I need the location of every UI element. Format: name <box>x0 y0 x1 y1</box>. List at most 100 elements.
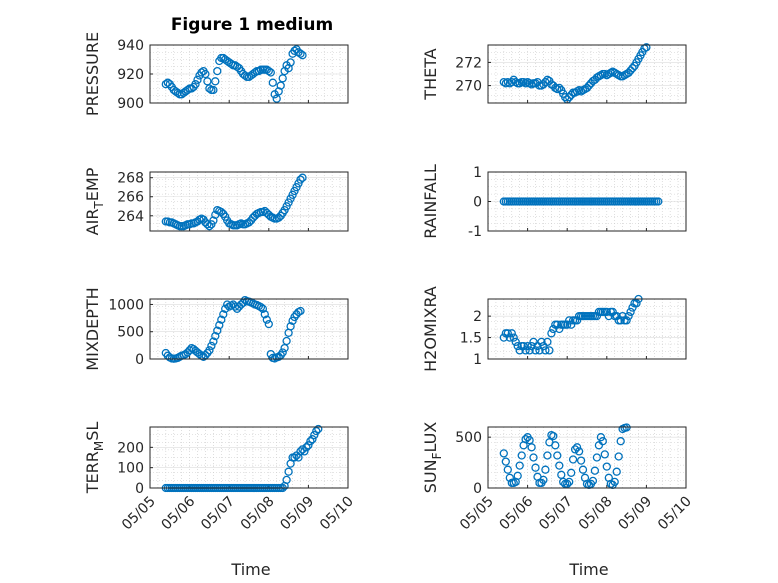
data-point <box>537 337 546 347</box>
data-point <box>209 337 218 346</box>
x-tick-label: 05/08 <box>576 494 616 534</box>
data-point <box>278 348 287 357</box>
data-point <box>209 216 218 225</box>
data-point <box>308 435 317 444</box>
y-tick-label: 1 <box>473 165 482 181</box>
x-tick-label: 05/10 <box>655 494 695 534</box>
data-point <box>191 80 200 89</box>
data-point <box>284 467 293 476</box>
data-point <box>547 329 556 338</box>
y-tick-label: -1 <box>468 224 482 240</box>
data-point <box>300 447 309 456</box>
x-tick-label: 05/08 <box>238 494 278 534</box>
data-point <box>602 462 611 471</box>
y-tick-label: 200 <box>117 440 144 456</box>
y-tick-label: 1000 <box>108 297 144 313</box>
y-axis-label: TERRMSL <box>83 422 106 495</box>
data-point <box>240 71 250 80</box>
data-point <box>274 213 283 222</box>
y-tick-label: 0 <box>135 481 144 497</box>
data-point <box>543 451 552 460</box>
data-point <box>286 322 295 331</box>
data-point <box>312 426 321 436</box>
x-axis-label: Time <box>568 560 608 579</box>
x-tick-label: 05/09 <box>615 494 655 534</box>
panel-terr-msl: 0 100 200 05/05 05/06 05/07 05/08 05/09 05/10 TER… <box>83 422 357 579</box>
panel-mixdepth: 0 500 1000 MIXDEPTH <box>83 287 349 371</box>
data-point <box>505 473 514 482</box>
axes-box <box>487 171 687 232</box>
panel-theta: 270 272 THETA <box>421 43 687 104</box>
axes-box <box>149 426 349 489</box>
data-point <box>521 346 530 355</box>
data-point <box>576 456 586 465</box>
data-point <box>525 346 534 355</box>
y-axis-label: RAINFALL <box>421 164 440 239</box>
y-tick-label: 270 <box>455 79 482 95</box>
data-point <box>262 315 271 324</box>
data-point <box>626 307 635 317</box>
y-tick-label: 500 <box>117 325 144 341</box>
y-tick-label: 0 <box>135 352 144 368</box>
y-axis-label: PRESSURE <box>83 32 102 116</box>
data-point <box>264 319 273 329</box>
data-point <box>205 222 214 231</box>
data-point <box>654 197 663 206</box>
data-point <box>209 85 218 95</box>
data-point <box>572 443 582 452</box>
x-tick-label: 05/06 <box>159 493 199 533</box>
data-point <box>545 346 554 355</box>
data-point <box>622 316 631 325</box>
data-point <box>555 461 564 470</box>
axes-box <box>149 171 349 232</box>
data-point <box>616 437 625 446</box>
data-point <box>266 68 275 77</box>
data-point <box>614 452 623 461</box>
data-point <box>628 64 637 73</box>
data-point <box>260 310 269 319</box>
data-point <box>557 470 566 479</box>
y-tick-label: 940 <box>117 38 144 54</box>
data-point <box>565 316 574 325</box>
y-tick-label: 920 <box>117 67 144 83</box>
data-point <box>592 453 602 462</box>
data-point <box>507 329 516 338</box>
y-axis-label: SUNFLUX <box>421 422 444 494</box>
data-point <box>616 316 625 325</box>
data-point <box>296 447 305 456</box>
data-point <box>642 43 651 52</box>
data-point <box>632 299 641 308</box>
data-point <box>531 463 540 472</box>
y-tick-label: 266 <box>117 190 144 206</box>
data-point <box>205 346 214 355</box>
y-axis-label: THETA <box>421 48 440 100</box>
data-point <box>193 75 202 84</box>
data-point <box>551 441 560 450</box>
data-point <box>549 431 558 441</box>
data-point <box>207 341 216 351</box>
data-point <box>568 455 578 464</box>
data-point <box>600 450 609 459</box>
data-point <box>264 66 273 76</box>
y-tick-label: 1 <box>473 352 482 368</box>
data-point <box>298 51 307 60</box>
data-point <box>215 321 224 330</box>
data-point <box>553 451 562 460</box>
data-point <box>563 320 572 329</box>
data-point <box>515 461 524 470</box>
data-point <box>203 220 212 229</box>
x-tick-label: 05/09 <box>277 494 317 534</box>
y-tick-label: 100 <box>117 461 144 477</box>
data-point <box>304 441 313 450</box>
data-point <box>578 465 588 474</box>
data-point <box>501 457 510 466</box>
data-point <box>517 451 526 460</box>
y-tick-label: 0 <box>473 481 482 497</box>
x-axis-label: Time <box>230 560 270 579</box>
data-point <box>310 430 319 440</box>
x-tick-label: 05/06 <box>497 493 537 533</box>
data-point <box>570 445 580 454</box>
x-tick-label: 05/10 <box>317 494 357 534</box>
data-point <box>203 77 212 86</box>
data-point <box>511 337 520 347</box>
